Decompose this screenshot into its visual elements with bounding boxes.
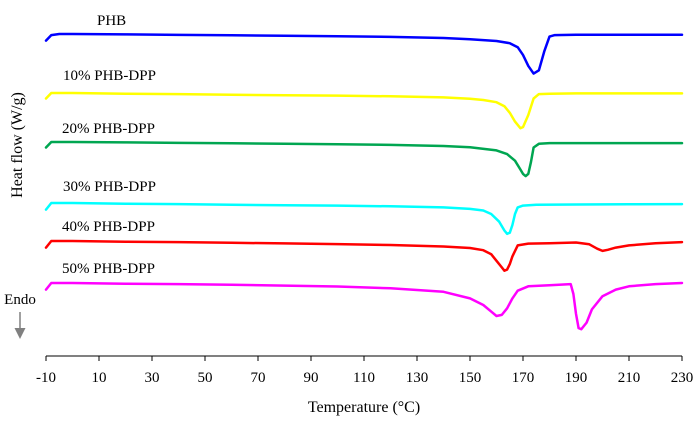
x-tick-label: 150: [459, 370, 482, 386]
series-label: 20% PHB-DPP: [62, 121, 155, 137]
x-tick-label: 210: [618, 370, 641, 386]
series-line: [44, 201, 684, 236]
series-line: [44, 281, 684, 331]
x-tick-label: 50: [198, 370, 213, 386]
series-label: 30% PHB-DPP: [63, 179, 156, 195]
x-tick-label: -10: [36, 370, 56, 386]
x-tick-label: 90: [304, 370, 319, 386]
x-tick-label: 70: [251, 370, 266, 386]
x-tick-label: 170: [512, 370, 535, 386]
series-line: [44, 32, 684, 75]
x-tick-label: 130: [406, 370, 429, 386]
x-tick-label: 30: [145, 370, 160, 386]
series-line: [44, 140, 684, 178]
x-tick-label: 10: [92, 370, 107, 386]
series-line: [44, 91, 684, 130]
series-line: [44, 239, 684, 272]
series-labels: PHB 10% PHB-DPP 20% PHB-DPP 30% PHB-DPP 40% …: [62, 13, 156, 277]
series-label: 40% PHB-DPP: [62, 219, 155, 235]
x-axis-title: Temperature (°C): [308, 399, 420, 416]
y-axis-title: Heat flow (W/g): [9, 92, 26, 198]
x-tick-label: 110: [353, 370, 375, 386]
x-axis-ticks: [45, 356, 683, 361]
series-label: PHB: [97, 13, 126, 29]
x-tick-label: 190: [565, 370, 588, 386]
series-curves: [44, 32, 684, 331]
x-axis-tick-labels: -10 10 30 50 70 90 110 130 150 170 190 210 230: [36, 370, 693, 386]
endo-label: Endo: [4, 292, 36, 308]
x-tick-label: 230: [671, 370, 694, 386]
endo-arrow-icon: [14, 312, 26, 339]
series-label: 50% PHB-DPP: [62, 261, 155, 277]
series-label: 10% PHB-DPP: [63, 68, 156, 84]
